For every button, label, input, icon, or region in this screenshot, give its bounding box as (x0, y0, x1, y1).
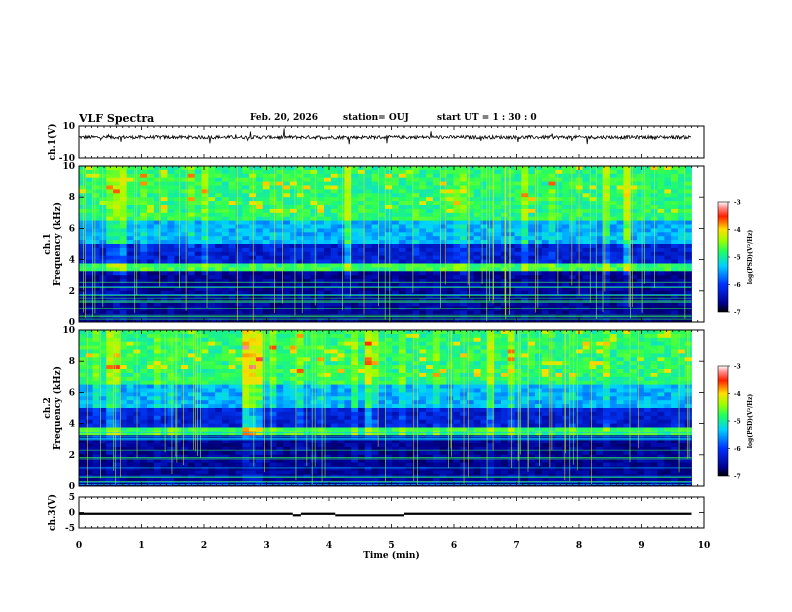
colorbar-label: log(PSD)(V²/Hz) (747, 394, 754, 449)
colorbar-tick-label: -7 (734, 310, 741, 317)
station-label: station= OUJ (343, 113, 409, 123)
spectrogram-image (79, 330, 692, 487)
y-axis-label: ch.3(V) (47, 494, 58, 531)
x-tick-label: 2 (201, 541, 207, 551)
colorbar-tick-label: -6 (734, 282, 741, 289)
ch1-spectrogram-panel: 0 2 4 6 8 10 ch.1Frequency (kHz) (43, 162, 705, 328)
x-tick-label: 9 (638, 541, 644, 551)
y-axis-label: ch.2Frequency (kHz) (43, 366, 63, 450)
start-time-label: start UT = 1 : 30 : 0 (437, 113, 537, 123)
colorbar-tick-label: -3 (734, 200, 741, 207)
panel-frame (78, 496, 705, 529)
figure-title: VLF Spectra (79, 112, 155, 125)
x-tick-label: 10 (698, 541, 711, 551)
y-tick-label: 6 (69, 224, 75, 234)
y-tick-label: 10 (62, 122, 75, 132)
ch2-colorbar: -3 -4 -5 -6 -7 log(PSD)(V²/Hz) (717, 364, 754, 481)
y-tick-label: 0 (69, 482, 75, 492)
y-tick-label: -5 (65, 524, 75, 534)
x-tick-label: 3 (263, 541, 269, 551)
y-axis-label: ch.1Frequency (kHz) (43, 202, 63, 286)
colorbar-tick-label: -6 (734, 446, 741, 453)
colorbar-tick-label: -5 (734, 255, 741, 262)
x-tick-label: 0 (76, 541, 82, 551)
y-tick-label: 5 (69, 493, 75, 503)
x-tick-label: 7 (513, 541, 519, 551)
y-tick-label: 8 (69, 193, 75, 203)
x-tick-label: 5 (388, 541, 394, 551)
y-tick-label: 0 (69, 318, 75, 328)
y-axis-label: ch.1(V) (47, 124, 58, 161)
y-tick-label: 0 (69, 509, 75, 519)
panel-frame (78, 125, 705, 159)
colorbar-tick-label: -4 (734, 227, 741, 234)
y-tick-label: 10 (62, 162, 75, 172)
x-tick-label: 1 (138, 541, 144, 551)
ch1-trace (79, 128, 692, 145)
y-tick-label: 6 (69, 388, 75, 398)
colorbar-tick-label: -4 (734, 391, 741, 398)
y-tick-label: 4 (69, 256, 75, 266)
colorbar-tick-label: -3 (734, 364, 741, 371)
x-tick-label: 4 (326, 541, 332, 551)
y-tick-label: 10 (62, 326, 75, 336)
colorbar-gradient (717, 201, 729, 313)
ch2-spectrogram-panel: 0 2 4 6 8 10 ch.2Frequency (kHz) (43, 326, 705, 492)
spectrogram-image (79, 166, 692, 323)
x-axis-label: Time (min) (363, 550, 420, 561)
date-label: Feb. 20, 2026 (250, 113, 319, 123)
ch1-colorbar: -3 -4 -5 -6 -7 log(PSD)(V²/Hz) (717, 200, 754, 317)
y-tick-label: 2 (69, 451, 75, 461)
y-tick-label: 4 (69, 420, 75, 430)
colorbar-tick-label: -5 (734, 419, 741, 426)
x-tick-label: 8 (576, 541, 582, 551)
colorbar-gradient (717, 365, 729, 477)
y-tick-label: -10 (59, 154, 75, 164)
x-tick-label: 6 (451, 541, 457, 551)
y-tick-label: 8 (69, 357, 75, 367)
colorbar-tick-label: -7 (734, 474, 741, 481)
y-tick-label: 2 (69, 287, 75, 297)
colorbar-label: log(PSD)(V²/Hz) (747, 230, 754, 285)
